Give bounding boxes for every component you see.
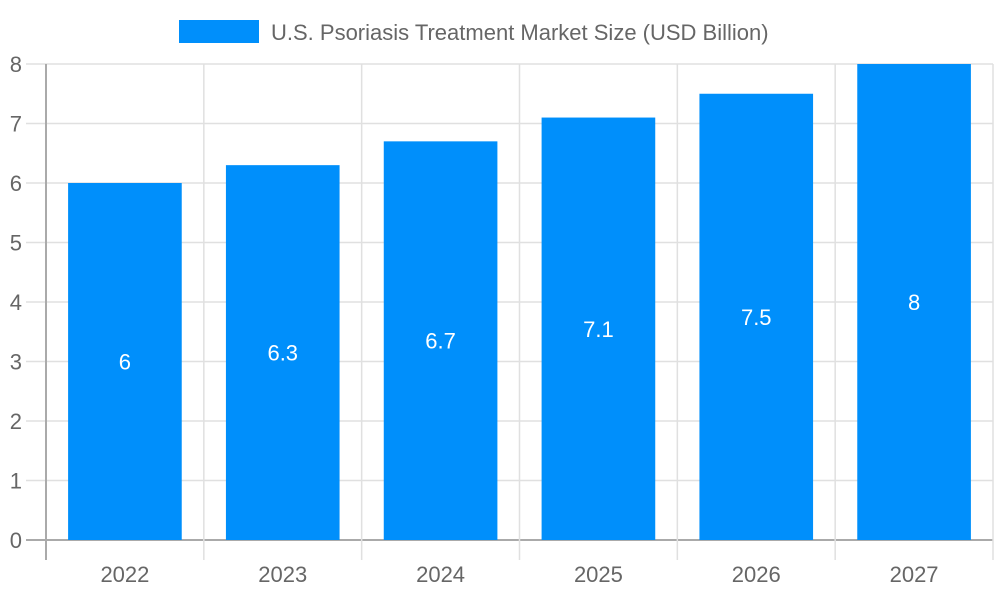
y-tick-label: 0 — [10, 528, 22, 553]
y-tick-label: 5 — [10, 231, 22, 256]
x-tick-label: 2027 — [890, 562, 939, 587]
bar-2027 — [857, 64, 971, 540]
bar-2022 — [68, 183, 182, 540]
x-tick-label: 2023 — [258, 562, 307, 587]
x-tick-label: 2024 — [416, 562, 465, 587]
legend-label: U.S. Psoriasis Treatment Market Size (US… — [271, 20, 769, 45]
bars — [68, 64, 971, 541]
legend-swatch — [179, 20, 259, 43]
data-label-2024: 6.7 — [425, 329, 456, 354]
axes: 0 1 2 3 4 5 6 7 8 2022 2023 2024 2025 2026 2027 — [10, 52, 939, 587]
bar-2024 — [383, 141, 498, 540]
grid — [26, 63, 994, 560]
bar-2023 — [225, 165, 340, 540]
y-tick-label: 4 — [10, 290, 22, 315]
data-label-2025: 7.1 — [583, 317, 614, 342]
y-tick-label: 6 — [10, 171, 22, 196]
data-label-2026: 7.5 — [741, 305, 772, 330]
y-tick-label: 7 — [10, 112, 22, 137]
bar-2026 — [699, 93, 814, 540]
y-tick-label: 2 — [10, 409, 22, 434]
y-tick-label: 3 — [10, 350, 22, 375]
x-tick-label: 2026 — [732, 562, 781, 587]
x-tick-label: 2025 — [574, 562, 623, 587]
data-label-2027: 8 — [908, 290, 920, 315]
y-tick-label: 8 — [10, 52, 22, 77]
data-label-2022: 6 — [119, 350, 131, 375]
x-tick-label: 2022 — [100, 562, 149, 587]
y-tick-label: 1 — [10, 469, 22, 494]
data-label-2023: 6.3 — [267, 341, 298, 366]
data-labels: 6 6.3 6.7 7.1 7.5 8 — [119, 290, 920, 375]
bar-2025 — [541, 117, 656, 541]
legend[interactable]: U.S. Psoriasis Treatment Market Size (US… — [179, 20, 769, 45]
